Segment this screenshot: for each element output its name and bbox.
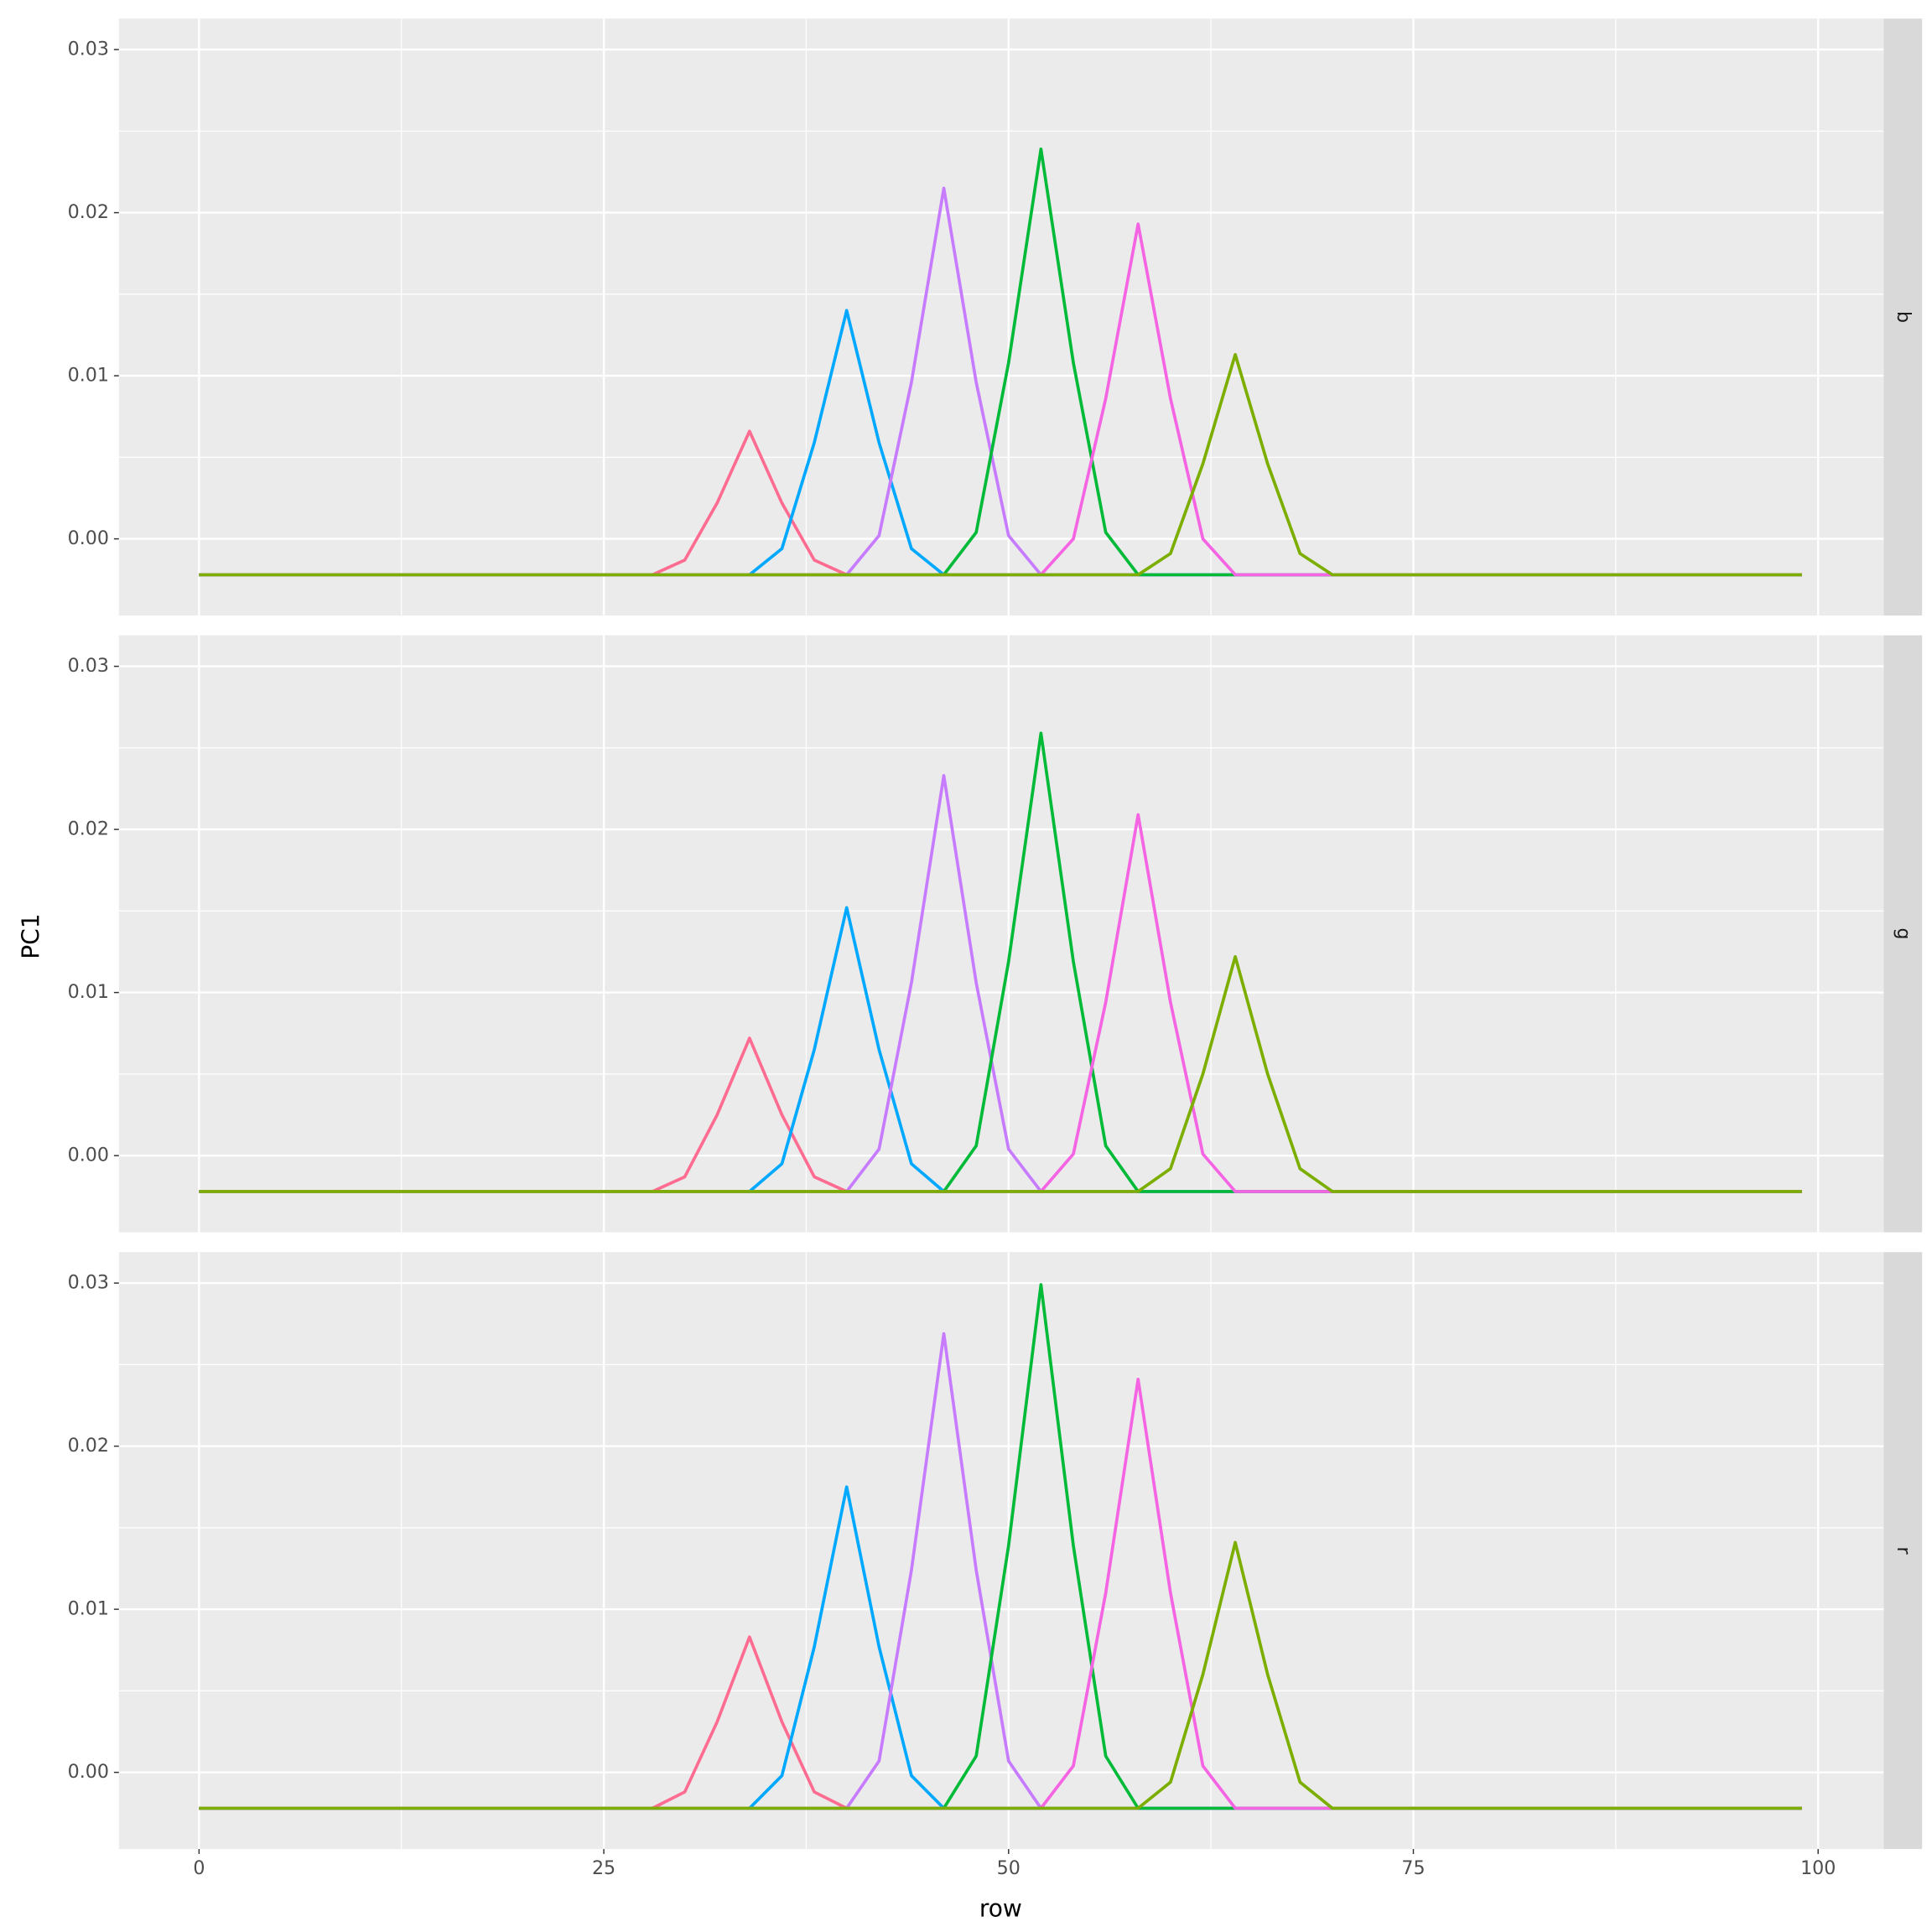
series-line (199, 1540, 1802, 1810)
facet-strip (1883, 1252, 1923, 1850)
facet-strip (1883, 18, 1923, 616)
y-tick-label: 0.02 (68, 1435, 109, 1457)
x-tick-label: 100 (1800, 1857, 1836, 1879)
y-tick-label: 0.00 (68, 527, 109, 549)
series-line (199, 352, 1802, 577)
y-tick-label: 0.01 (68, 365, 109, 387)
y-tick-label: 0.03 (68, 1272, 109, 1294)
x-tick-label: 50 (997, 1857, 1021, 1879)
y-tick-label: 0.02 (68, 818, 109, 840)
facet-label: r (1893, 1547, 1914, 1555)
y-tick-label: 0.01 (68, 1598, 109, 1620)
panel-background (118, 18, 1884, 616)
y-tick-label: 0.00 (68, 1145, 109, 1166)
y-tick-label: 0.01 (68, 981, 109, 1003)
facet-label: b (1893, 311, 1914, 323)
x-tick-label: 75 (1401, 1857, 1425, 1879)
facet-label: g (1893, 928, 1914, 940)
y-tick-label: 0.03 (68, 39, 109, 60)
panel-background (118, 635, 1884, 1233)
y-tick-label: 0.03 (68, 655, 109, 677)
x-axis-title: row (979, 1894, 1022, 1922)
panel-background (118, 1252, 1884, 1850)
facet-strip (1883, 635, 1923, 1233)
series-line (199, 954, 1802, 1193)
x-tick-label: 0 (193, 1857, 205, 1879)
y-axis-title: PC1 (17, 913, 44, 958)
y-tick-label: 0.02 (68, 201, 109, 223)
y-tick-label: 0.00 (68, 1761, 109, 1783)
x-tick-label: 25 (592, 1857, 615, 1879)
